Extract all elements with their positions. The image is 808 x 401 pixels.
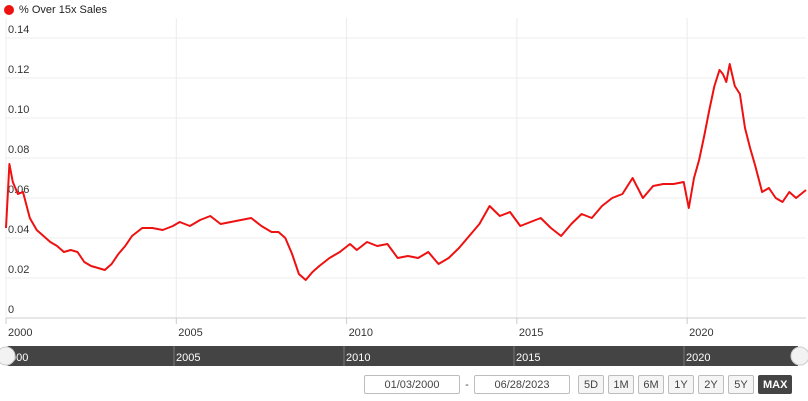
navigator-label: 2020	[686, 352, 710, 364]
range-button-2y[interactable]: 2Y	[698, 375, 724, 394]
x-axis-labels: 2000 2005 2010 2015 2020	[8, 327, 714, 339]
from-date-input[interactable]	[364, 375, 460, 394]
x-tick-label: 2015	[519, 327, 543, 339]
x-tick-label: 2010	[349, 327, 373, 339]
y-tick-label: 0.08	[8, 144, 29, 156]
range-button-5d[interactable]: 5D	[578, 375, 604, 394]
navigator-label: 2015	[516, 352, 540, 364]
legend-label: % Over 15x Sales	[19, 4, 108, 16]
legend[interactable]: % Over 15x Sales	[4, 2, 107, 18]
y-tick-label: 0.02	[8, 264, 29, 276]
range-button-max[interactable]: MAX	[758, 375, 793, 394]
navigator-track	[8, 346, 798, 366]
navigator-left-handle[interactable]	[0, 346, 16, 366]
range-button-5y[interactable]: 5Y	[728, 375, 754, 394]
x-tick-label: 2000	[8, 327, 32, 339]
range-button-6m[interactable]: 6M	[638, 375, 664, 394]
y-tick-label: 0.04	[8, 224, 29, 236]
x-tick-label: 2020	[689, 327, 713, 339]
y-tick-label: 0.10	[8, 104, 29, 116]
navigator[interactable]: 000 2005 2010 2015 2020	[0, 346, 808, 366]
range-button-1y[interactable]: 1Y	[668, 375, 694, 394]
chart-area: 00.020.040.060.080.100.120.14 2000 2005 20…	[5, 18, 807, 339]
navigator-label: 2005	[176, 352, 200, 364]
to-date-input[interactable]	[474, 375, 570, 394]
legend-marker-icon	[4, 5, 14, 15]
horizontal-grid	[6, 37, 806, 279]
y-tick-label: 0.14	[8, 24, 29, 36]
y-tick-label: 0	[8, 304, 14, 316]
navigator-label: 2010	[346, 352, 370, 364]
vertical-grid	[5, 18, 688, 324]
range-button-1m[interactable]: 1M	[608, 375, 634, 394]
x-tick-label: 2005	[178, 327, 202, 339]
date-separator: -	[465, 378, 469, 391]
range-buttons: 5D 1M 6M 1Y 2Y 5Y MAX	[574, 375, 793, 394]
series-line[interactable]	[5, 63, 807, 281]
y-tick-label: 0.12	[8, 64, 29, 76]
navigator-right-handle[interactable]	[790, 346, 808, 366]
